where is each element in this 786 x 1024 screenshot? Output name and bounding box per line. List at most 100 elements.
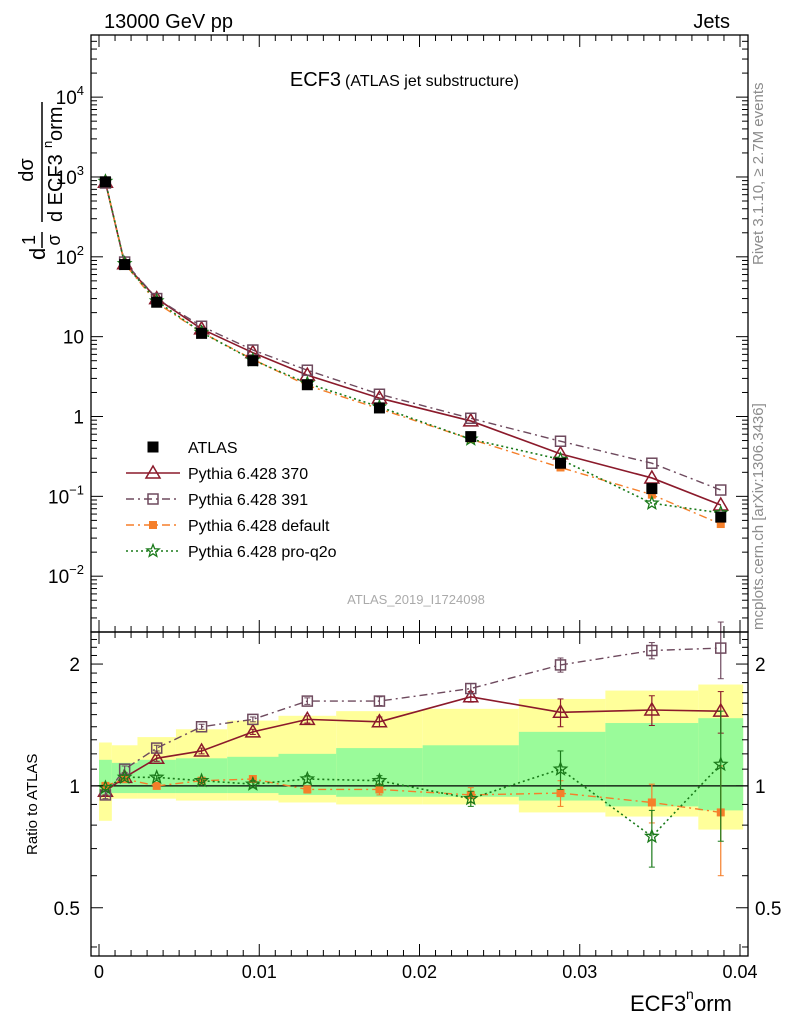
y-tick-label-ratio-right: 1 [755, 777, 766, 798]
y-tick-label-ratio: 0.5 [54, 899, 80, 920]
axis-tick-labels: 0 0.01 0.02 0.03 0.04 10−2 10−1 1 10 102 103 104 0.5… [48, 83, 781, 982]
ylabel-dsigma: dσ [16, 158, 38, 182]
legend-label-pythia-6-428-default: Pythia 6.428 default [188, 518, 330, 535]
y-tick-label-ratio: 1 [69, 777, 80, 798]
x-tick-label: 0.02 [402, 962, 437, 982]
main-point-atlas [555, 457, 567, 469]
ratio-y-axis-label: Ratio to ATLAS [24, 754, 41, 855]
legend-marker-pythia-6-428-pro-q2o [145, 542, 161, 558]
y-tick-label-main: 1 [73, 408, 84, 429]
legend: ATLAS Pythia 6.428 370 Pythia 6.428 391 Pyt… [126, 440, 337, 561]
ratio-point-pythia-6-428-370 [371, 713, 388, 728]
ratio-point-pythia-6-428-pro-q2o [148, 769, 165, 785]
ylabel-sup-n: n [40, 141, 55, 148]
y-tick-label-main: 102 [56, 243, 84, 269]
ratio-point-pythia-6-428-391 [646, 644, 658, 657]
ratio-bands [99, 684, 744, 830]
legend-label-pythia-6-428-370: Pythia 6.428 370 [188, 466, 308, 483]
main-point-atlas [99, 176, 111, 188]
legend-marker-pythia-6-428-default [149, 521, 157, 529]
main-point-atlas [196, 327, 208, 339]
main-series-layer [97, 173, 730, 529]
ylabel-one: 1 [19, 235, 39, 245]
x-axis-label-tail: orm [694, 991, 732, 1016]
y-tick-label-main: 104 [56, 83, 84, 109]
y-tick-label-main: 103 [56, 163, 84, 189]
main-point-pythia-6-428-391 [715, 484, 727, 496]
energy-label: 13000 GeV pp [104, 11, 233, 33]
ratio-point-pythia-6-428-default [556, 789, 565, 798]
ratio-point-pythia-6-428-pro-q2o [299, 770, 316, 786]
main-point-atlas [373, 402, 385, 414]
ratio-point-pythia-6-428-default [152, 781, 161, 790]
ratio-point-pythia-6-428-pro-q2o [244, 775, 261, 791]
ylabel-sigma: σ [44, 234, 64, 245]
ratio-point-pythia-6-428-pro-q2o [116, 769, 133, 785]
ratio-point-pythia-6-428-370 [148, 749, 166, 765]
analysis-id: ATLAS_2019_I1724098 [347, 592, 485, 607]
legend-marker-pythia-6-428-391 [147, 493, 159, 505]
ratio-point-pythia-6-428-default [647, 798, 656, 807]
x-tick-label: 0.03 [562, 962, 597, 982]
ratio-series-layer [97, 621, 730, 877]
legend-label-atlas: ATLAS [188, 440, 238, 457]
ratio-point-pythia-6-428-370 [193, 742, 210, 757]
ratio-point-pythia-6-428-pro-q2o [712, 756, 729, 772]
legend-label-pythia-6-428-391: Pythia 6.428 391 [188, 492, 308, 509]
ratio-point-pythia-6-428-391 [465, 682, 477, 695]
ratio-point-pythia-6-428-370 [462, 688, 480, 703]
main-point-pythia-6-428-370 [462, 412, 480, 427]
main-y-axis-label: d 1 σ dσ d ECF3 n orm [16, 102, 67, 260]
main-point-pythia-6-428-391 [646, 457, 658, 469]
plot-title-main: ECF3 [290, 69, 341, 91]
main-point-atlas [301, 379, 313, 391]
main-line-pythia-6-428-391 [104, 182, 722, 491]
legend-label-pythia-6-428-pro-q2o: Pythia 6.428 pro-q2o [188, 544, 337, 561]
ratio-point-pythia-6-428-pro-q2o [462, 790, 479, 806]
main-point-pythia-6-428-391 [465, 412, 477, 425]
main-point-pythia-6-428-370 [712, 496, 730, 511]
rivet-version-label: Rivet 3.1.10, ≥ 2.7M events [750, 83, 767, 266]
ratio-point-pythia-6-428-pro-q2o [552, 760, 569, 776]
ratio-point-pythia-6-428-default [303, 785, 312, 794]
main-point-atlas [247, 355, 259, 367]
x-tick-label: 0 [94, 962, 104, 982]
main-point-atlas [715, 511, 727, 523]
main-point-pythia-6-428-370 [643, 469, 661, 484]
ylabel-decf3: d ECF3 [45, 154, 67, 222]
main-line-pythia-6-428-pro-q2o [104, 181, 721, 514]
main-point-atlas [151, 296, 163, 308]
axis-ticks [91, 34, 748, 956]
legend-marker-pythia-6-428-370 [144, 464, 162, 479]
x-axis-label-base: ECF3 [630, 991, 686, 1016]
y-tick-label-main: 10 [63, 328, 84, 349]
main-point-pythia-6-428-default [716, 520, 725, 529]
main-point-pythia-6-428-pro-q2o [643, 494, 660, 510]
main-point-atlas [119, 259, 131, 271]
mcplots-label: mcplots.cern.ch [arXiv:1306.3436] [750, 403, 767, 630]
ratio-point-pythia-6-428-370 [244, 723, 262, 738]
ratio-point-pythia-6-428-391 [554, 659, 567, 671]
main-point-pythia-6-428-391 [554, 435, 567, 447]
y-tick-label-main: 10−2 [48, 562, 84, 588]
ylabel-orm: orm [45, 107, 67, 141]
main-point-pythia-6-428-default [647, 490, 656, 499]
plot-title-sub: (ATLAS jet substructure) [345, 73, 519, 90]
y-tick-label-ratio: 2 [69, 655, 80, 676]
x-tick-label: 0.01 [242, 962, 277, 982]
y-tick-label-ratio-right: 0.5 [755, 899, 781, 920]
ratio-point-pythia-6-428-391 [301, 695, 314, 707]
ratio-point-pythia-6-428-default [375, 785, 384, 794]
ratio-point-pythia-6-428-pro-q2o [193, 772, 210, 788]
y-tick-label-ratio-right: 2 [755, 655, 766, 676]
ylabel-d-prefix: d [25, 248, 50, 260]
main-point-atlas [465, 431, 477, 443]
ratio-point-pythia-6-428-391 [715, 642, 727, 654]
legend-marker-atlas [147, 441, 159, 453]
ratio-point-pythia-6-428-391 [247, 713, 259, 726]
ratio-point-pythia-6-428-pro-q2o [371, 772, 388, 788]
ratio-point-pythia-6-428-370 [299, 710, 316, 726]
main-point-atlas [646, 483, 658, 495]
ratio-point-pythia-6-428-370 [552, 703, 569, 719]
